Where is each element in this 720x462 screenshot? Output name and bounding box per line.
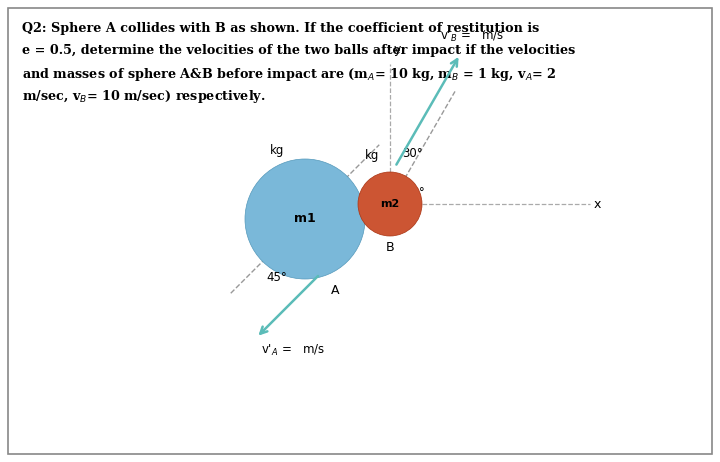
Text: A: A	[330, 284, 339, 297]
Text: y: y	[394, 43, 401, 56]
Text: Q2: Sphere A collides with B as shown. If the coefficient of restitution is: Q2: Sphere A collides with B as shown. I…	[22, 22, 539, 35]
Text: and masses of sphere A&B before impact are (m$_A$= 10 kg, m$_B$ = 1 kg, v$_A$= 2: and masses of sphere A&B before impact a…	[22, 66, 557, 83]
Text: m1: m1	[294, 213, 316, 225]
Text: 30°: 30°	[402, 147, 423, 160]
Circle shape	[245, 159, 365, 279]
Text: v'$_B$ =   m/s: v'$_B$ = m/s	[440, 29, 504, 44]
Text: m2: m2	[380, 199, 400, 209]
Text: 20°: 20°	[404, 186, 425, 199]
Circle shape	[358, 172, 422, 236]
Text: x: x	[594, 197, 601, 211]
Text: B: B	[386, 241, 395, 254]
Text: kg: kg	[270, 144, 284, 157]
Text: kg: kg	[365, 149, 379, 162]
Text: v'$_A$ =   m/s: v'$_A$ = m/s	[261, 343, 325, 358]
Text: e = 0.5, determine the velocities of the two balls after impact if the velocitie: e = 0.5, determine the velocities of the…	[22, 44, 575, 57]
Text: m/sec, v$_B$= 10 m/sec) respectively.: m/sec, v$_B$= 10 m/sec) respectively.	[22, 88, 266, 105]
Text: 45°: 45°	[266, 271, 287, 284]
